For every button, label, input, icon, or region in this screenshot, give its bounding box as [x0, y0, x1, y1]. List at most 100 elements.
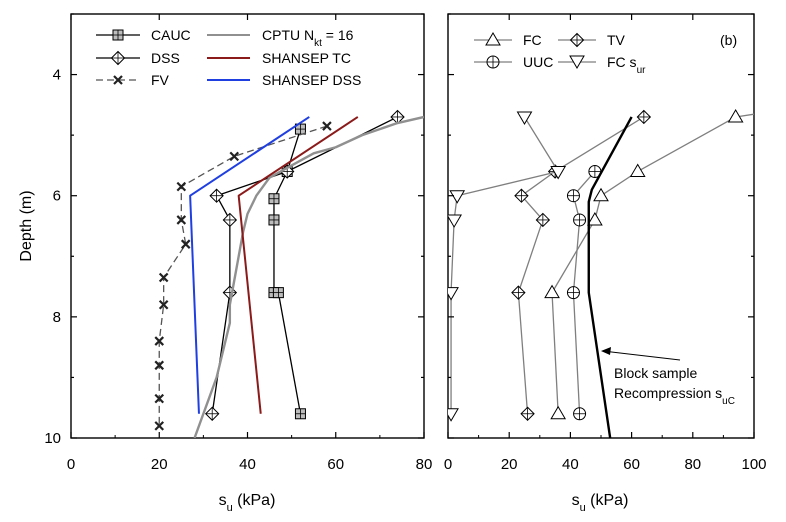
y-tick-label: 4: [53, 67, 61, 84]
panel-a-plot: [154, 109, 424, 438]
x-tick-label: 60: [327, 456, 344, 473]
point-fv: [322, 121, 332, 131]
point-fv: [176, 215, 187, 225]
legend-dss-marker: [110, 50, 126, 66]
panel-b-plot: [448, 104, 782, 438]
legend-fv-marker: [113, 75, 123, 85]
x-tick-label: 40: [239, 456, 256, 473]
series-line-dss: [211, 116, 398, 414]
point-tv: [535, 212, 551, 228]
legend-fc: FC: [474, 32, 542, 48]
point-cauc: [272, 287, 284, 299]
series-fc: [544, 104, 782, 420]
svg-text:Block sample: Block sample: [614, 365, 697, 381]
point-cauc: [294, 408, 306, 420]
svg-text:FC: FC: [523, 32, 542, 48]
legend-shansep-tc: SHANSEP TC: [207, 50, 351, 66]
point-fc-sur: [516, 111, 533, 125]
series-cptu-nkt-16: [193, 115, 424, 438]
legend-fc-marker: [485, 32, 501, 46]
x-axis-label-left: su (kPa): [219, 492, 276, 514]
series-line-tv: [517, 116, 645, 414]
series-fc-sur: [448, 111, 567, 422]
y-tick-label: 10: [44, 430, 61, 447]
annotation-leader: [602, 350, 681, 361]
y-axis-label: Depth (m): [18, 190, 35, 261]
point-fc-sur: [550, 165, 567, 180]
point-fc: [587, 211, 603, 226]
point-fv: [158, 272, 169, 283]
point-fc-sur: [448, 214, 462, 228]
point-fc: [727, 108, 744, 123]
point-uuc: [566, 189, 580, 203]
y-tick-label: 6: [53, 188, 61, 205]
series-line-shansep-tc: [237, 116, 359, 414]
panel-b-label: (b): [720, 32, 737, 48]
point-uuc: [566, 286, 580, 300]
point-fv: [158, 299, 169, 310]
point-fc-sur: [448, 287, 459, 301]
point-tv: [520, 406, 535, 421]
series-line-block-sample-recompression-suc: [587, 116, 633, 438]
point-fv: [154, 421, 165, 431]
legend-a: CAUC DSS FV CPTU Nkt = 16 SHANSEP TC: [96, 27, 361, 88]
point-fc-sur: [448, 408, 459, 422]
series-tv: [511, 109, 652, 421]
legend-cptu: CPTU Nkt = 16: [207, 27, 354, 49]
svg-text:UUC: UUC: [523, 54, 553, 70]
point-fc: [629, 163, 646, 177]
series-line-fc-sur: [450, 116, 559, 414]
point-dss: [209, 188, 224, 203]
point-fc: [768, 104, 782, 116]
point-fv: [154, 360, 165, 371]
legend-fc-sur: FC sur: [558, 54, 646, 76]
legend-b: FC TV UUC FC sur (b): [474, 32, 737, 76]
x-tick-label: 80: [416, 456, 433, 473]
point-tv: [636, 109, 652, 125]
point-fv: [154, 393, 165, 404]
x-tick-label: 60: [623, 456, 640, 473]
point-fc: [550, 405, 567, 420]
point-fv: [176, 181, 187, 192]
point-cauc: [268, 214, 280, 226]
point-fc: [593, 187, 609, 202]
series-fv: [154, 121, 332, 431]
legend-tv-marker: [569, 32, 585, 48]
svg-text:TV: TV: [607, 32, 626, 48]
svg-text:FV: FV: [151, 72, 170, 88]
y-tick-label: 8: [53, 309, 61, 326]
point-fc: [544, 284, 560, 299]
block-sample-annotation: Block sample Recompression suC: [601, 347, 735, 407]
svg-text:DSS: DSS: [151, 50, 180, 66]
x-tick-label: 40: [562, 456, 579, 473]
point-tv: [514, 188, 529, 203]
series-dss: [204, 109, 405, 421]
x-tick-label: 0: [67, 456, 75, 473]
series-line-fv: [158, 125, 328, 426]
point-fv: [180, 239, 191, 249]
svg-text:Recompression suC: Recompression suC: [614, 385, 735, 407]
x-tick-label: 20: [501, 456, 518, 473]
x-tick-label: 80: [684, 456, 701, 473]
svg-text:SHANSEP TC: SHANSEP TC: [262, 50, 351, 66]
point-fv: [154, 336, 165, 346]
x-tick-label: 100: [741, 456, 766, 473]
legend-cauc-marker: [112, 29, 124, 41]
point-uuc: [573, 213, 587, 227]
point-dss: [222, 285, 238, 300]
series-shansep-tc: [237, 116, 359, 414]
point-dss: [222, 212, 238, 228]
legend-fv: FV: [96, 72, 170, 88]
svg-text:FC sur: FC sur: [607, 54, 646, 76]
annotation-arrowhead: [601, 347, 611, 355]
legend-fc-sur-marker: [569, 55, 585, 69]
series-block-sample-recompression-suc: [587, 116, 633, 438]
point-uuc: [573, 407, 587, 421]
series-line-cptu-nkt-16: [193, 115, 424, 438]
point-cauc: [268, 193, 280, 205]
series-uuc: [566, 164, 602, 421]
svg-text:CAUC: CAUC: [151, 27, 191, 43]
series-line-shansep-dss: [189, 116, 310, 414]
x-axis-label-right: su (kPa): [572, 492, 629, 514]
